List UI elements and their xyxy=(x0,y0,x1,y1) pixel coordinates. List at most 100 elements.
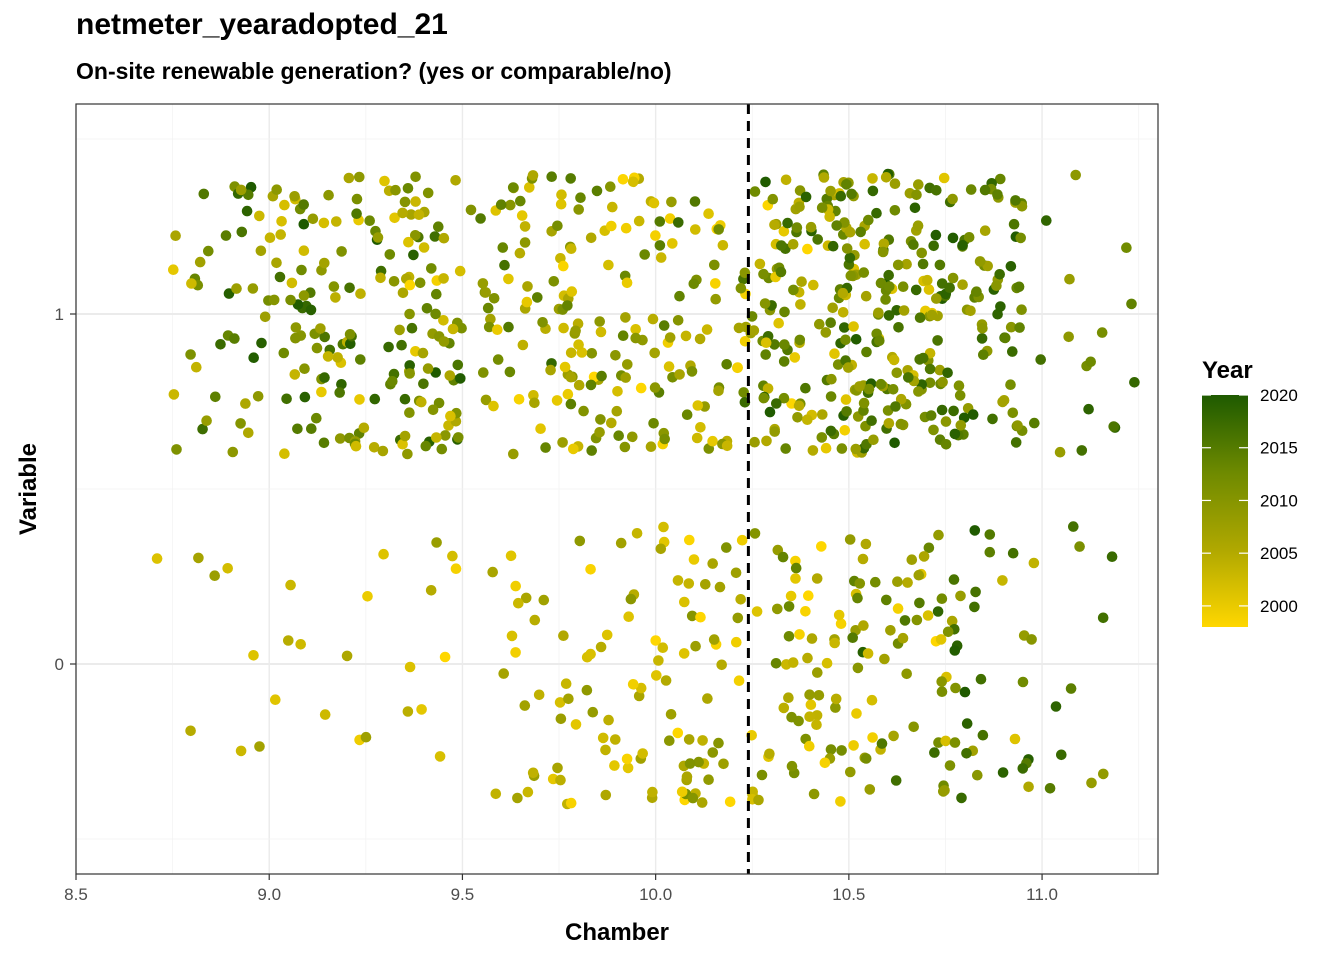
data-point xyxy=(503,273,514,285)
data-point xyxy=(426,263,437,274)
data-point xyxy=(855,226,866,238)
data-point xyxy=(883,310,895,321)
data-point xyxy=(1023,781,1034,793)
color-legend: Year 2000 2005 2010 2015 2020 xyxy=(1202,357,1298,627)
data-point xyxy=(663,361,675,372)
data-point xyxy=(384,249,396,260)
x-tick-label: 10.0 xyxy=(639,885,672,904)
data-point xyxy=(236,226,248,238)
data-point xyxy=(936,404,948,416)
data-point xyxy=(991,280,1002,292)
data-point xyxy=(336,246,347,257)
data-point xyxy=(315,323,326,334)
data-point xyxy=(667,238,678,249)
data-point xyxy=(1013,281,1025,293)
data-point xyxy=(928,424,939,436)
legend-colorbar xyxy=(1202,395,1248,627)
data-point xyxy=(606,220,617,232)
data-point xyxy=(733,675,745,686)
data-point xyxy=(805,221,817,233)
data-point xyxy=(507,182,519,193)
data-point xyxy=(420,440,432,452)
data-point xyxy=(650,635,661,646)
data-point xyxy=(936,593,948,604)
data-point xyxy=(707,747,719,758)
data-point xyxy=(759,298,771,309)
data-point xyxy=(940,439,952,450)
data-point xyxy=(827,240,839,252)
data-point xyxy=(555,774,566,786)
data-point xyxy=(994,269,1005,280)
data-point xyxy=(1056,749,1067,761)
data-point xyxy=(247,283,259,294)
data-point xyxy=(716,659,727,671)
data-point xyxy=(1005,321,1017,333)
data-point xyxy=(485,313,496,325)
data-point xyxy=(933,529,944,541)
data-point xyxy=(749,436,760,448)
data-point xyxy=(776,240,787,251)
data-point xyxy=(418,242,430,253)
data-point xyxy=(508,448,519,460)
data-point xyxy=(770,658,782,669)
data-point xyxy=(808,279,819,291)
data-point xyxy=(1054,446,1066,458)
data-point xyxy=(861,346,872,358)
data-point xyxy=(777,551,789,563)
data-point xyxy=(319,331,331,343)
data-points xyxy=(151,168,1140,810)
data-point xyxy=(888,354,900,366)
data-point xyxy=(672,575,684,586)
legend-tick-label: 2000 xyxy=(1260,597,1298,616)
data-point xyxy=(769,339,780,350)
data-point xyxy=(657,642,669,653)
data-point xyxy=(787,239,799,250)
data-point xyxy=(606,417,617,429)
data-point xyxy=(891,305,902,316)
data-point xyxy=(908,721,919,733)
data-point xyxy=(804,711,815,722)
data-point xyxy=(735,594,746,605)
data-point xyxy=(283,635,294,646)
data-point xyxy=(565,173,576,184)
data-point xyxy=(537,317,548,328)
data-point xyxy=(318,437,330,449)
data-point xyxy=(713,224,724,235)
data-point xyxy=(911,189,922,201)
data-point xyxy=(819,757,831,769)
data-point xyxy=(482,302,494,314)
data-point xyxy=(825,425,837,437)
data-point xyxy=(311,412,322,424)
data-point xyxy=(969,525,981,536)
data-point xyxy=(997,396,1008,408)
data-point xyxy=(594,427,605,438)
data-point xyxy=(782,217,793,229)
data-point xyxy=(892,576,903,587)
data-point xyxy=(731,636,742,648)
data-point xyxy=(969,601,980,613)
data-point xyxy=(689,196,701,207)
data-point xyxy=(271,184,283,195)
data-point xyxy=(560,678,572,689)
data-point xyxy=(867,173,878,184)
data-point xyxy=(529,397,540,409)
data-point xyxy=(351,208,362,219)
data-point xyxy=(690,640,701,652)
data-point xyxy=(617,330,629,342)
data-point xyxy=(903,372,914,383)
data-point xyxy=(504,366,516,378)
data-point xyxy=(794,201,805,213)
data-point xyxy=(825,744,837,755)
data-point xyxy=(971,286,982,298)
x-tick-label: 8.5 xyxy=(64,885,88,904)
data-point xyxy=(519,237,531,248)
data-point xyxy=(974,256,986,267)
data-point xyxy=(610,350,621,361)
data-point xyxy=(778,702,790,714)
data-point xyxy=(630,324,641,335)
data-point xyxy=(1010,437,1022,448)
data-point xyxy=(410,230,421,241)
data-point xyxy=(319,709,331,720)
data-point xyxy=(548,276,560,287)
legend-tick-label: 2015 xyxy=(1260,439,1298,458)
